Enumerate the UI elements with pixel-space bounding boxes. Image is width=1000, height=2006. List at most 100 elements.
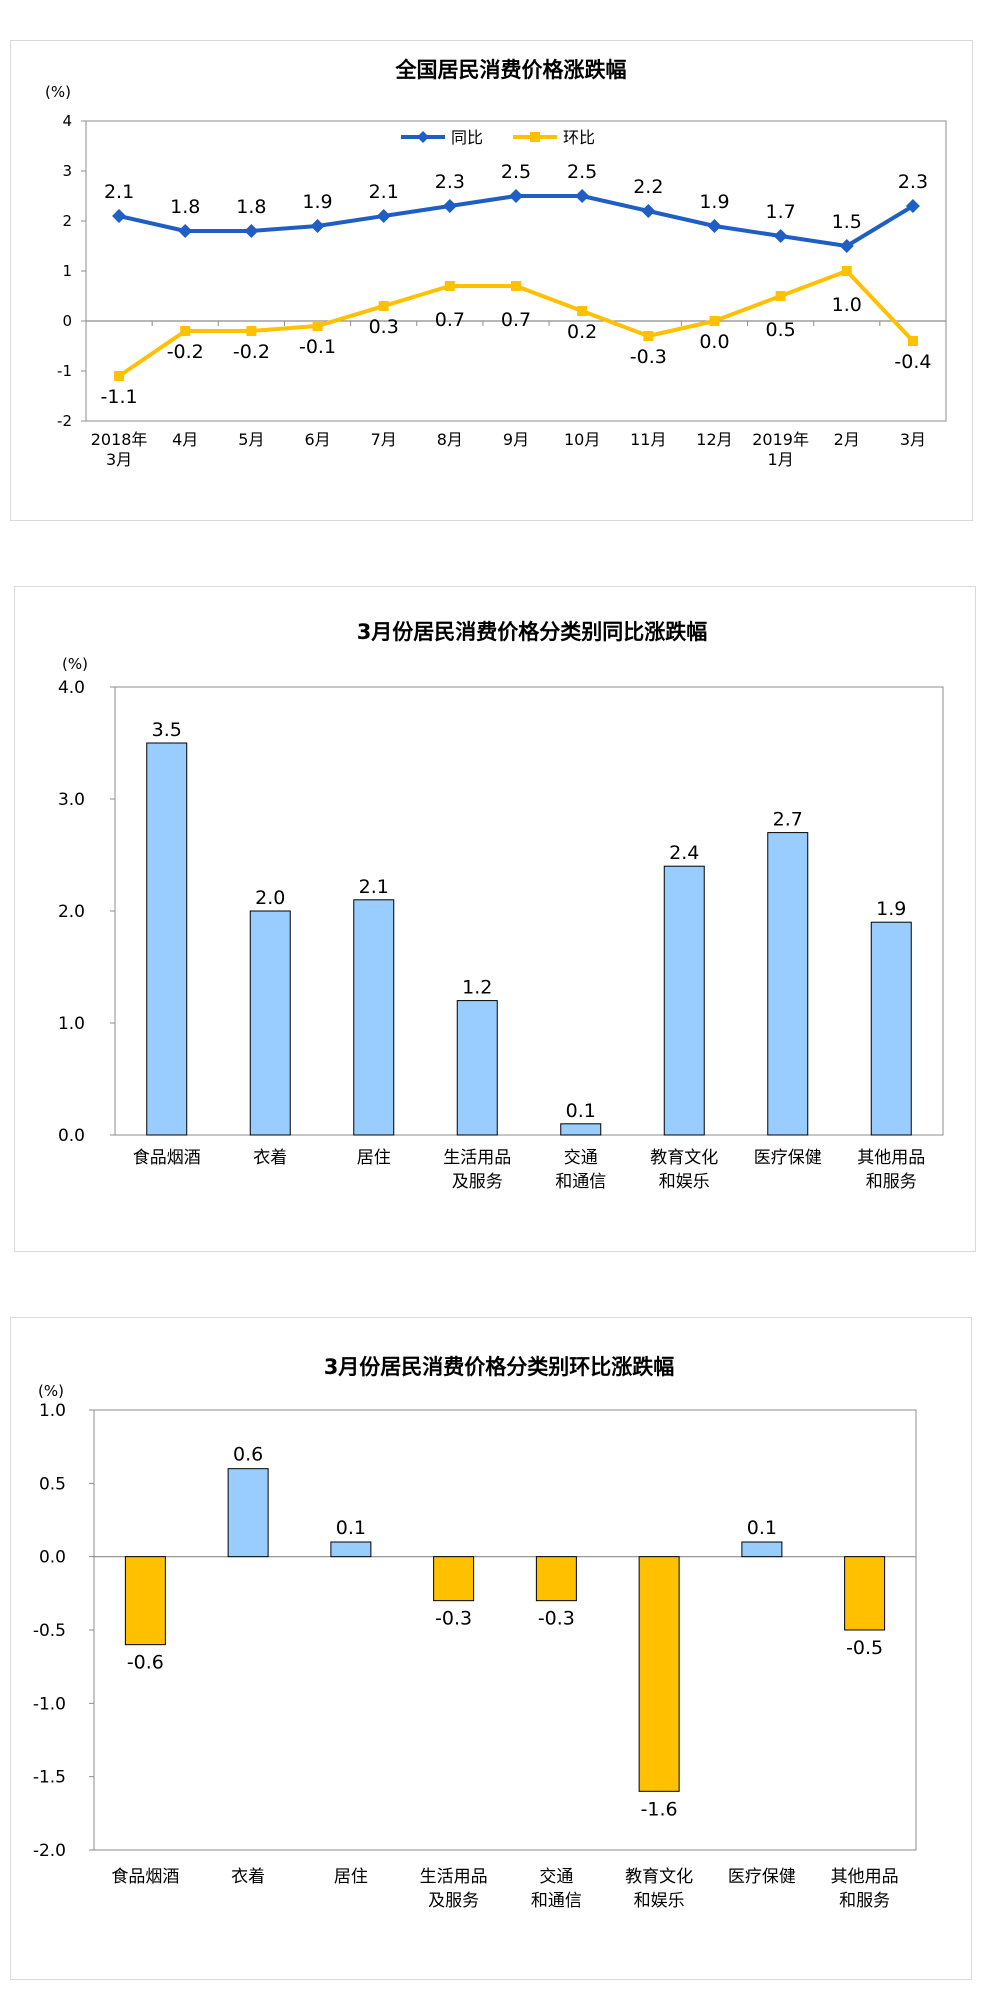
category-mom-chart: 3月份居民消费价格分类别环比涨跌幅 (%)1.0 0.5 0.0 -0.5 -1.0 -1.… <box>33 1355 917 1911</box>
data-point-yoy <box>707 219 722 233</box>
x-tick-label: 居住 <box>334 1867 368 1887</box>
data-label: 0.1 <box>747 1517 777 1539</box>
data-label-mom: 0.5 <box>766 319 796 341</box>
bar <box>844 1556 886 1631</box>
category-yoy-chart-panel: 3月份居民消费价格分类别同比涨跌幅 (%) 4.0 3.0 2.0 1.0 0.0 3.5 2.… <box>14 586 976 1252</box>
bar <box>227 1468 269 1558</box>
bar <box>663 865 705 1136</box>
y-unit-label: (%) <box>45 83 71 101</box>
y-tick-label: 1.0 <box>39 1401 66 1421</box>
x-tick-label: 和娱乐 <box>634 1891 685 1911</box>
data-point-yoy <box>244 224 259 238</box>
data-label-yoy: 1.7 <box>766 201 796 223</box>
bar <box>330 1541 372 1558</box>
data-label-yoy: 1.9 <box>302 191 332 213</box>
y-tick-label: -1 <box>57 362 72 380</box>
x-tick-label: 12月 <box>696 430 732 449</box>
x-tick-label: 11月 <box>630 430 666 449</box>
x-tick-label: 9月 <box>503 430 529 449</box>
category-mom-chart-panel: 3月份居民消费价格分类别环比涨跌幅 (%) 1.0 0.5 0.0 -0.5 -1.0 -1.… <box>10 1317 972 1980</box>
legend-label: 环比 <box>563 128 595 147</box>
y-tick-label: 4 <box>62 112 72 130</box>
x-tick-label: 2018年 <box>91 430 148 449</box>
data-point-yoy <box>310 219 325 233</box>
x-tick-label: 7月 <box>371 430 397 449</box>
bar <box>124 1556 166 1646</box>
data-label: 2.1 <box>359 876 389 898</box>
y-tick-label: -1.5 <box>33 1768 66 1788</box>
data-label: -0.6 <box>127 1652 164 1674</box>
data-point-yoy <box>376 209 391 223</box>
legend-marker <box>417 131 429 143</box>
bar <box>456 1000 498 1136</box>
data-point-mom <box>643 331 654 341</box>
y-unit-label: (%) <box>38 1382 64 1400</box>
plot-area-border <box>114 686 944 1136</box>
data-label-yoy: 2.1 <box>369 181 399 203</box>
data-point-mom <box>511 281 521 291</box>
y-tick-label: 0.0 <box>39 1548 66 1568</box>
y-tick-label: -0.5 <box>33 1621 66 1641</box>
x-tick-label: 其他用品 <box>857 1148 925 1168</box>
data-point-mom <box>180 326 191 336</box>
x-tick-label: 和娱乐 <box>659 1172 710 1192</box>
data-point-mom <box>709 316 720 326</box>
data-label: 2.0 <box>255 887 285 909</box>
data-label-mom: -1.1 <box>101 386 138 408</box>
bar <box>433 1556 475 1602</box>
y-tick-label: 1.0 <box>58 1014 85 1034</box>
y-tick-label: -2.0 <box>33 1841 66 1861</box>
chart-title: 3月份居民消费价格分类别同比涨跌幅 <box>357 620 708 644</box>
x-tick-label: 3月 <box>106 450 132 469</box>
data-point-mom <box>114 371 125 381</box>
y-tick-label: 3 <box>62 162 72 180</box>
data-label: -1.6 <box>641 1798 678 1820</box>
bar <box>741 1541 783 1558</box>
data-label: 0.1 <box>336 1517 366 1539</box>
data-label-mom: 0.7 <box>501 309 531 331</box>
x-tick-label: 6月 <box>304 430 330 449</box>
bar <box>870 921 912 1136</box>
data-label-yoy: 2.1 <box>104 181 134 203</box>
data-point-mom <box>312 321 323 331</box>
y-tick-label: 0 <box>62 312 72 330</box>
data-point-mom <box>907 336 918 346</box>
x-tick-label: 1月 <box>768 450 794 469</box>
data-point-yoy <box>442 199 457 213</box>
y-tick-label: 0.0 <box>58 1126 85 1146</box>
x-tick-label: 及服务 <box>452 1172 503 1192</box>
x-tick-label: 生活用品 <box>420 1867 488 1887</box>
data-label-mom: -0.1 <box>299 336 336 358</box>
x-tick-label: 食品烟酒 <box>111 1867 179 1887</box>
bar <box>560 1123 602 1136</box>
x-tick-label: 5月 <box>238 430 264 449</box>
data-point-yoy <box>178 224 193 238</box>
y-tick-label: 0.5 <box>39 1474 66 1494</box>
data-point-yoy <box>509 189 523 203</box>
data-label-mom: 0.3 <box>369 316 399 338</box>
data-label-yoy: 2.5 <box>501 161 531 183</box>
data-point-yoy <box>641 204 656 218</box>
data-label: -0.3 <box>435 1608 472 1630</box>
x-tick-label: 医疗保健 <box>754 1148 822 1168</box>
bar <box>638 1556 680 1792</box>
x-tick-label: 食品烟酒 <box>133 1148 201 1168</box>
x-tick-label: 衣着 <box>253 1148 287 1168</box>
data-point-mom <box>775 291 786 301</box>
y-tick-label: 2.0 <box>58 902 85 922</box>
data-label: -0.5 <box>846 1637 883 1659</box>
x-tick-label: 3月 <box>900 430 926 449</box>
data-label-yoy: 2.3 <box>898 171 928 193</box>
x-tick-label: 教育文化 <box>650 1148 718 1168</box>
x-tick-label: 和通信 <box>555 1172 606 1192</box>
data-label-mom: -0.2 <box>167 341 204 363</box>
y-tick-label: -1.0 <box>33 1694 66 1714</box>
bar <box>249 910 291 1136</box>
data-point-mom <box>577 306 588 316</box>
data-point-yoy <box>773 229 788 243</box>
y-unit-label: (%) <box>62 655 88 673</box>
data-label: 0.1 <box>566 1100 596 1122</box>
chart-title: 3月份居民消费价格分类别环比涨跌幅 <box>324 1355 675 1379</box>
x-tick-label: 生活用品 <box>443 1148 511 1168</box>
